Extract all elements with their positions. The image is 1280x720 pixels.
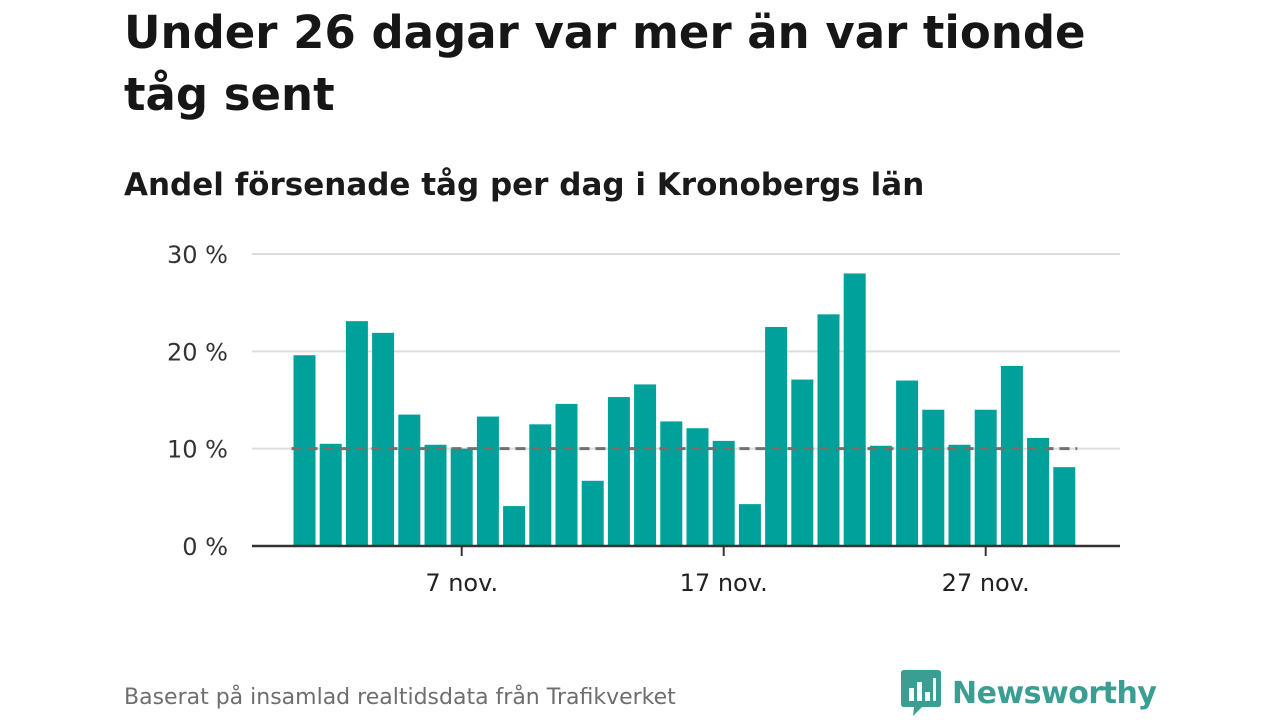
x-tick-label: 27 nov.: [942, 569, 1030, 597]
bar: [1053, 467, 1076, 546]
bar: [974, 409, 997, 546]
bar: [424, 444, 447, 546]
bar: [372, 332, 395, 546]
bar: [293, 355, 316, 546]
bar: [765, 327, 788, 546]
bar: [712, 440, 735, 546]
bar: [817, 314, 840, 546]
bar: [738, 504, 761, 546]
bar: [1000, 365, 1023, 546]
y-tick-label: 10 %: [167, 436, 228, 464]
bar: [922, 409, 945, 546]
bars: [293, 273, 1076, 546]
bar: [634, 384, 657, 546]
newsworthy-logo: Newsworthy: [900, 668, 1157, 718]
bar: [398, 414, 421, 546]
bar: [345, 321, 368, 546]
bar: [581, 480, 604, 546]
bar: [686, 428, 709, 546]
newsworthy-chat-bar-icon: [901, 670, 941, 716]
source-note: Baserat på insamlad realtidsdata från Tr…: [124, 685, 676, 710]
y-tick-label: 0 %: [182, 533, 228, 561]
bar: [1027, 437, 1050, 546]
bar: [529, 424, 552, 546]
bar: [555, 403, 578, 546]
bar: [660, 421, 683, 546]
y-tick-label: 20 %: [167, 338, 228, 366]
x-tick-label: 7 nov.: [425, 569, 498, 597]
bar: [791, 379, 814, 546]
bar: [319, 443, 342, 546]
chart-title: Under 26 dagar var mer än var tionde tåg…: [124, 6, 1086, 121]
bar: [476, 416, 499, 546]
x-axis-ticks: 7 nov. 17 nov. 27 nov.: [425, 546, 1030, 597]
y-axis-ticks: 0 % 10 % 20 % 30 %: [167, 241, 228, 561]
chart-subtitle: Andel försenade tåg per dag i Kronobergs…: [124, 167, 925, 203]
x-tick-label: 17 nov.: [680, 569, 768, 597]
bar: [843, 273, 866, 546]
bar: [948, 444, 971, 546]
brand-name: Newsworthy: [952, 675, 1157, 711]
bar: [607, 397, 630, 546]
bar: [450, 448, 473, 546]
bar: [896, 380, 919, 546]
bar: [869, 445, 892, 546]
y-tick-label: 30 %: [167, 241, 228, 269]
bar: [503, 506, 526, 546]
